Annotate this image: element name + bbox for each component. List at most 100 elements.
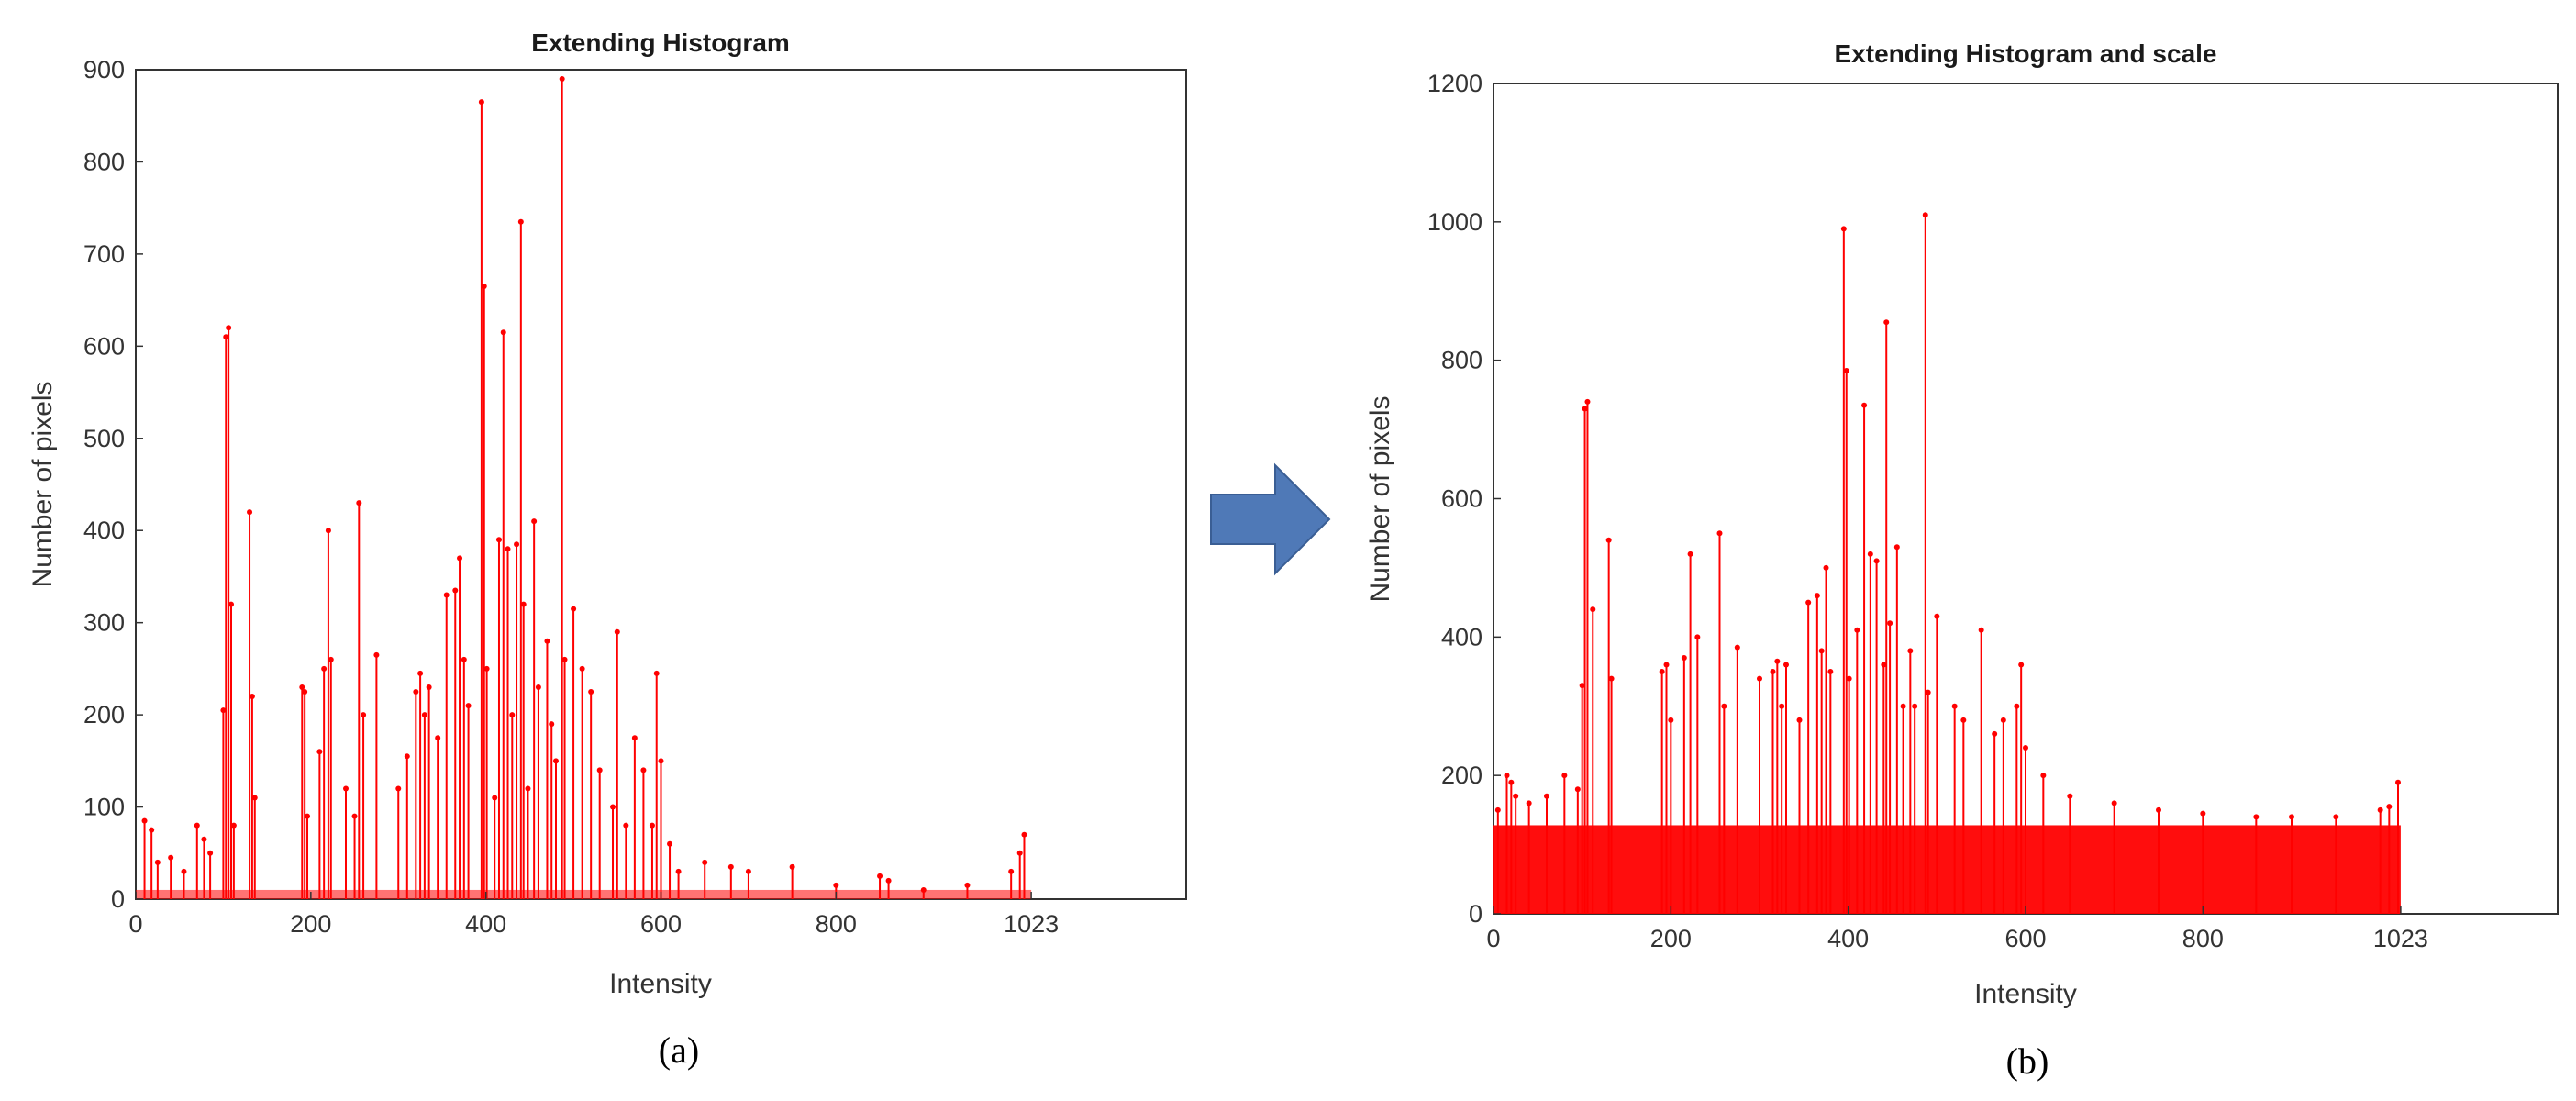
point-b <box>1659 669 1665 675</box>
point-b <box>1883 319 1890 326</box>
point-a <box>228 601 235 607</box>
point-b <box>1779 703 1785 709</box>
point-b <box>1504 773 1510 779</box>
point-a <box>201 836 207 842</box>
point-b <box>2333 814 2339 820</box>
y-tick-label-a: 0 <box>111 885 125 913</box>
point-a <box>509 712 516 718</box>
point-b <box>1907 648 1914 654</box>
point-a <box>544 638 550 644</box>
point-b <box>2111 800 2117 806</box>
point-a <box>520 601 527 607</box>
point-a <box>596 767 603 773</box>
chart-a: 0 200 400 600 800 1023 0 100 200 300 400 500 600 700 8… <box>28 28 1187 1071</box>
y-tick-label-a: 300 <box>83 609 125 637</box>
point-a <box>168 854 174 861</box>
point-b <box>1823 564 1829 571</box>
point-b <box>1827 669 1834 675</box>
y-tick-label-b: 0 <box>1469 900 1482 928</box>
point-b <box>1881 662 1887 668</box>
point-b <box>1721 703 1727 709</box>
point-a <box>421 712 427 718</box>
point-b <box>1694 634 1701 640</box>
point-a <box>553 758 559 764</box>
right-arrow-icon <box>1210 462 1331 576</box>
point-b <box>1668 717 1674 723</box>
y-tick-label-a: 500 <box>83 425 125 452</box>
x-tick-label-a: 400 <box>465 910 506 938</box>
point-a <box>588 689 594 695</box>
point-a <box>426 684 432 690</box>
point-b <box>1912 703 1918 709</box>
x-tick-label-a: 200 <box>290 910 331 938</box>
point-b <box>1873 558 1880 564</box>
point-b <box>1925 689 1931 695</box>
point-b <box>1590 606 1596 613</box>
point-a <box>299 684 305 690</box>
point-b <box>2253 814 2260 820</box>
point-a <box>361 712 367 718</box>
point-a <box>571 606 577 612</box>
y-tick-label-b: 600 <box>1441 485 1482 513</box>
point-a <box>964 882 971 888</box>
point-b <box>1960 717 1967 723</box>
point-a <box>614 628 620 635</box>
point-b <box>1608 675 1615 682</box>
point-a <box>181 868 187 874</box>
x-tick-label-a: 800 <box>816 910 857 938</box>
point-a <box>649 822 655 829</box>
point-a <box>461 656 467 662</box>
chart-b: 0 200 400 600 800 1023 0 200 400 600 800 1000 1200 E… <box>1365 39 2559 1082</box>
point-a <box>305 813 311 819</box>
point-a <box>745 868 751 874</box>
point-b <box>2014 703 2020 709</box>
y-tick-label-b: 800 <box>1441 347 1482 374</box>
point-a <box>452 587 459 594</box>
point-a <box>325 528 331 534</box>
y-tick-label-a: 800 <box>83 148 125 175</box>
point-a <box>492 795 498 801</box>
point-a <box>789 863 795 870</box>
y-axis-label-b: Number of pixels <box>1365 395 1395 602</box>
point-a <box>514 541 520 548</box>
chart-title-b: Extending Histogram and scale <box>1835 39 2217 68</box>
x-tick-label-a: 600 <box>640 910 682 938</box>
point-a <box>478 99 484 106</box>
point-a <box>500 329 506 336</box>
point-a <box>351 813 358 819</box>
point-b <box>1805 599 1812 606</box>
point-a <box>413 689 419 695</box>
point-b <box>1893 544 1900 550</box>
point-a <box>667 840 673 847</box>
point-a <box>356 500 362 506</box>
point-a <box>610 804 616 810</box>
caption-b: (b) <box>2006 1040 2049 1082</box>
point-b <box>1840 226 1847 232</box>
point-b <box>1574 786 1581 793</box>
point-a <box>517 218 524 225</box>
point-a <box>230 822 237 829</box>
point-b <box>2023 745 2028 751</box>
x-tick-label-b: 200 <box>1650 925 1692 952</box>
point-b <box>1978 627 1984 633</box>
y-tick-label-b: 400 <box>1441 623 1482 651</box>
y-tick-label-a: 700 <box>83 240 125 268</box>
y-tick-label-a: 900 <box>83 56 125 83</box>
point-a <box>321 665 328 672</box>
point-a <box>877 873 883 879</box>
point-a <box>435 735 441 741</box>
point-a <box>483 665 490 672</box>
x-tick-label-a: 0 <box>128 910 142 938</box>
point-b <box>1687 550 1693 557</box>
marks-b: 0 200 400 600 800 1023 0 200 400 600 800 1000 1200 <box>1427 70 2428 952</box>
point-a <box>481 284 487 290</box>
point-a <box>343 785 349 792</box>
point-b <box>2040 773 2047 779</box>
point-a <box>302 689 308 695</box>
point-b <box>1757 675 1762 682</box>
point-b <box>1508 779 1515 785</box>
point-b <box>1716 530 1723 537</box>
point-a <box>727 863 734 870</box>
point-b <box>1846 675 1852 682</box>
